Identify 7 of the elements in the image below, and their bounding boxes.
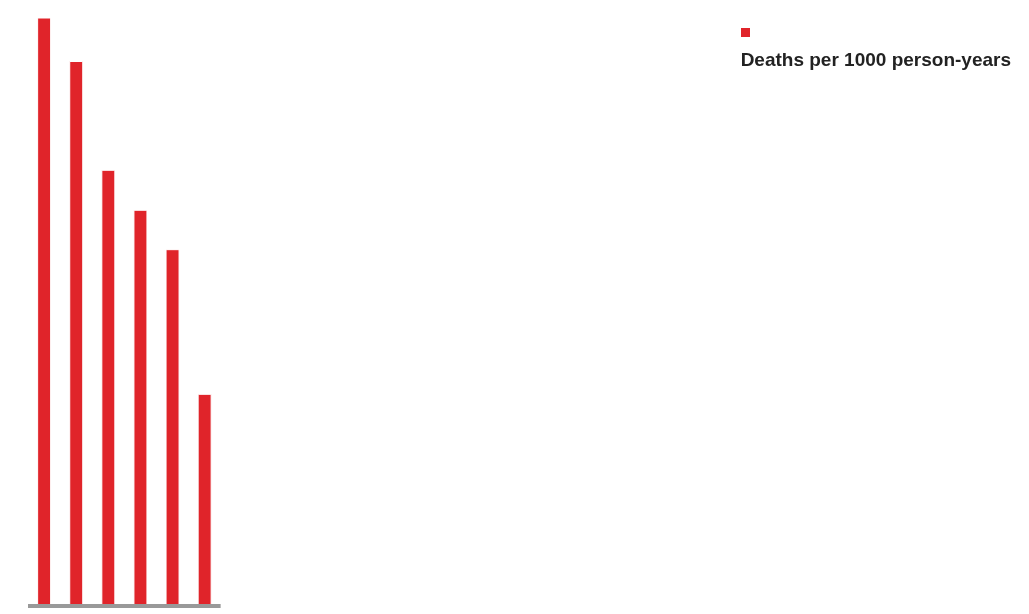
bar bbox=[37, 18, 52, 606]
legend-label: Deaths per 1000 person-years bbox=[740, 49, 1011, 71]
bar bbox=[69, 61, 84, 606]
bar bbox=[133, 209, 148, 606]
bar bbox=[197, 393, 212, 606]
bar bbox=[101, 169, 116, 606]
bar bbox=[165, 249, 180, 606]
